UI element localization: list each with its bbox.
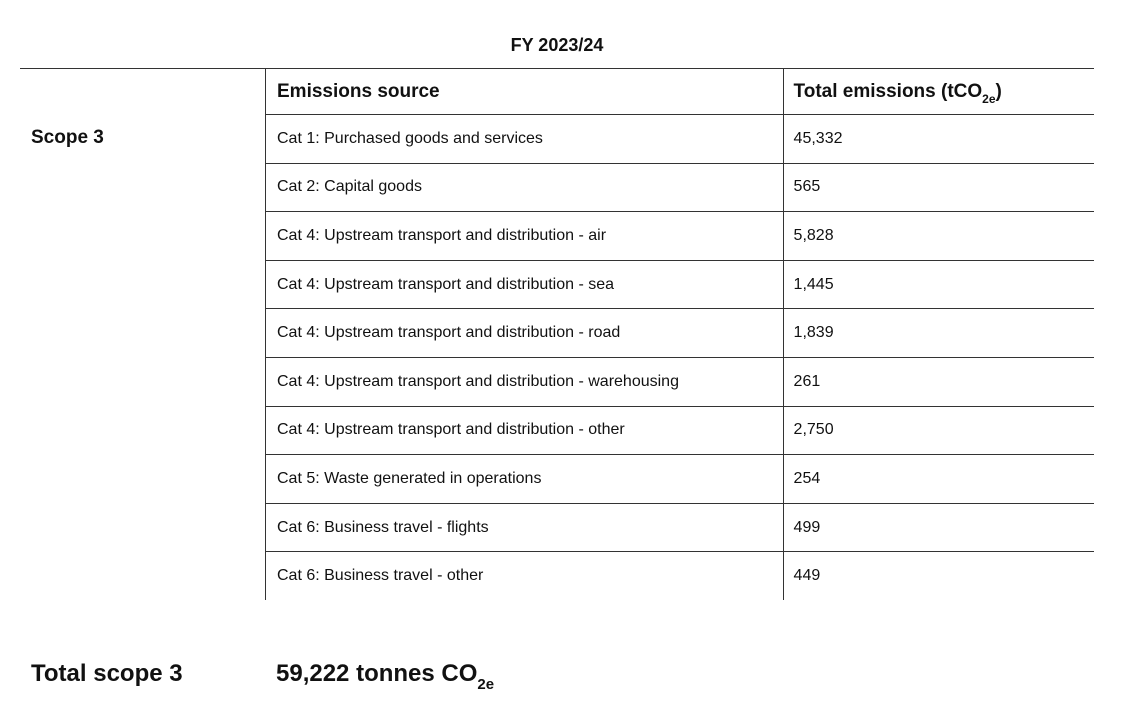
emissions-source-cell: Cat 4: Upstream transport and distributi… bbox=[265, 211, 784, 261]
emissions-source-cell: Cat 2: Capital goods bbox=[265, 163, 784, 213]
column-header-total-prefix: Total emissions (tCO bbox=[793, 80, 983, 102]
column-header-total-subscript: 2e bbox=[982, 91, 996, 106]
emissions-table: Emissions source Total emissions (tCO2e)… bbox=[265, 69, 1094, 600]
emissions-total-cell: 2,750 bbox=[782, 406, 1094, 456]
emissions-source-cell: Cat 4: Upstream transport and distributi… bbox=[265, 406, 784, 456]
emissions-source-cell: Cat 4: Upstream transport and distributi… bbox=[265, 357, 784, 407]
emissions-total-cell: 1,839 bbox=[782, 308, 1094, 358]
column-header-total: Total emissions (tCO2e) bbox=[782, 69, 1094, 115]
emissions-total-cell: 45,332 bbox=[782, 114, 1094, 164]
table-header-row: Emissions source Total emissions (tCO2e) bbox=[265, 69, 1094, 115]
table-row: Cat 4: Upstream transport and distributi… bbox=[265, 406, 1094, 456]
table-row: Cat 4: Upstream transport and distributi… bbox=[265, 211, 1094, 261]
emissions-source-cell: Cat 6: Business travel - other bbox=[265, 551, 784, 600]
emissions-total-cell: 499 bbox=[782, 503, 1094, 553]
emissions-source-cell: Cat 6: Business travel - flights bbox=[265, 503, 784, 553]
table-row: Cat 1: Purchased goods and services 45,3… bbox=[265, 114, 1094, 164]
column-header-source: Emissions source bbox=[265, 69, 784, 115]
table-row: Cat 6: Business travel - flights 499 bbox=[265, 503, 1094, 553]
emissions-total-cell: 1,445 bbox=[782, 260, 1094, 310]
emissions-source-cell: Cat 5: Waste generated in operations bbox=[265, 454, 784, 504]
total-scope-value: 59,222 tonnes CO2e bbox=[276, 660, 494, 692]
emissions-total-cell: 261 bbox=[782, 357, 1094, 407]
emissions-source-cell: Cat 4: Upstream transport and distributi… bbox=[265, 308, 784, 358]
table-row: Cat 6: Business travel - other 449 bbox=[265, 551, 1094, 600]
table-row: Cat 4: Upstream transport and distributi… bbox=[265, 357, 1094, 407]
total-value-prefix: 59,222 tonnes CO bbox=[276, 660, 478, 687]
emissions-total-cell: 565 bbox=[782, 163, 1094, 213]
total-scope-label: Total scope 3 bbox=[31, 660, 183, 687]
header-divider bbox=[20, 68, 1094, 69]
scope-label: Scope 3 bbox=[31, 127, 104, 148]
emissions-total-cell: 5,828 bbox=[782, 211, 1094, 261]
total-value-subscript: 2e bbox=[477, 676, 495, 693]
table-row: Cat 5: Waste generated in operations 254 bbox=[265, 454, 1094, 504]
emissions-total-cell: 449 bbox=[782, 551, 1094, 600]
emissions-total-cell: 254 bbox=[782, 454, 1094, 504]
table-row: Cat 4: Upstream transport and distributi… bbox=[265, 308, 1094, 358]
emissions-source-cell: Cat 4: Upstream transport and distributi… bbox=[265, 260, 784, 310]
column-header-total-suffix: ) bbox=[995, 80, 1002, 102]
table-row: Cat 2: Capital goods 565 bbox=[265, 163, 1094, 213]
table-row: Cat 4: Upstream transport and distributi… bbox=[265, 260, 1094, 310]
fiscal-year-title: FY 2023/24 bbox=[510, 35, 604, 55]
emissions-source-cell: Cat 1: Purchased goods and services bbox=[265, 114, 784, 164]
